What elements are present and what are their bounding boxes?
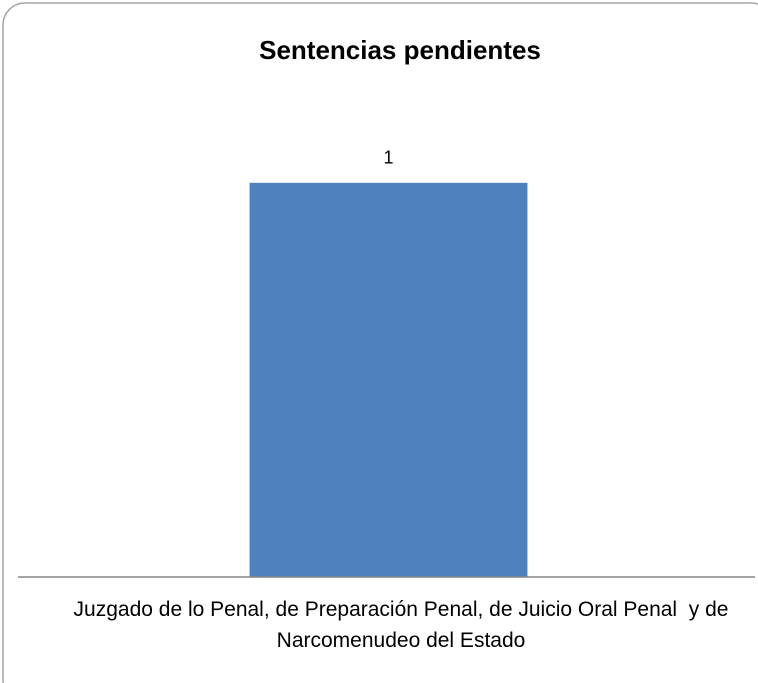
- data-label: 1: [383, 148, 393, 168]
- bar: [249, 182, 528, 578]
- x-tick-label: Juzgado de lo Penal, de Preparación Pena…: [73, 598, 735, 652]
- chart-title: Sentencias pendientes: [259, 35, 541, 65]
